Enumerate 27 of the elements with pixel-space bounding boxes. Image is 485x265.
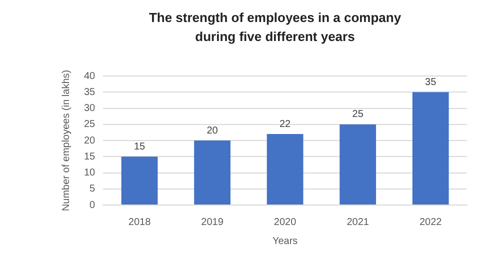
y-tick-label: 0 bbox=[90, 200, 96, 211]
x-tick-label: 2022 bbox=[419, 216, 442, 228]
y-tick-label: 10 bbox=[84, 168, 96, 178]
y-tick-label: 35 bbox=[84, 86, 96, 98]
data-label: 15 bbox=[134, 141, 146, 152]
y-tick-label: 25 bbox=[84, 119, 96, 130]
x-tick-label: 2021 bbox=[346, 216, 370, 228]
y-tick-label: 40 bbox=[84, 70, 96, 82]
x-axis-title: Years bbox=[272, 236, 298, 247]
bar bbox=[121, 156, 158, 204]
chart-title: The strength of employees in a company during five different years bbox=[148, 9, 402, 46]
y-tick-label: 15 bbox=[84, 151, 96, 162]
y-axis-title: Number of employees (in lakhs) bbox=[60, 70, 72, 212]
bar bbox=[340, 124, 376, 204]
y-tick-label: 20 bbox=[84, 135, 96, 146]
data-label: 20 bbox=[206, 125, 218, 136]
y-tick-label: 30 bbox=[84, 103, 96, 114]
y-tick-label: 5 bbox=[90, 184, 96, 195]
bar bbox=[194, 140, 230, 204]
bar bbox=[412, 92, 449, 204]
data-label: 25 bbox=[352, 109, 364, 120]
x-tick-label: 2020 bbox=[274, 216, 297, 228]
data-label: 35 bbox=[425, 76, 437, 88]
bar bbox=[266, 134, 304, 204]
data-label: 22 bbox=[280, 118, 292, 130]
x-tick-label: 2018 bbox=[128, 216, 152, 228]
x-tick-label: 2019 bbox=[201, 216, 224, 228]
